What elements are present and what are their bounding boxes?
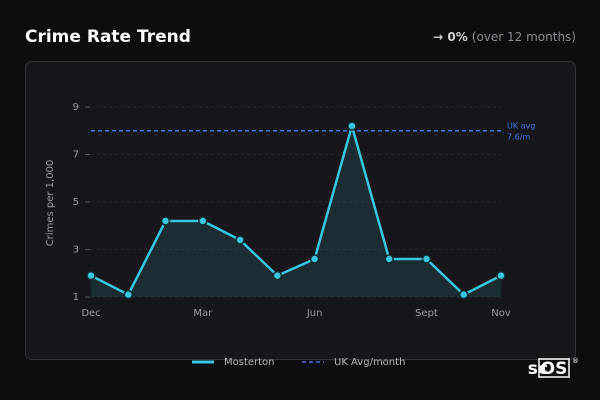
card [25,61,576,360]
y-tick-label: 7 [73,150,79,161]
point [347,121,357,131]
legend-label: UK Avg/month [334,357,405,368]
line [90,124,502,296]
point [235,235,245,245]
x-tick-label: Mar [193,308,213,319]
x-tick-label: Nov [491,308,511,319]
point [458,289,469,300]
reference-annotation: UK avg [507,121,535,130]
point [272,270,283,281]
x-tick-label: Dec [81,308,100,319]
x-tick-label: Jun [306,308,323,319]
y-axis-label: Crimes per 1,000 [45,160,56,247]
point [86,270,96,281]
y-tick-label: 9 [73,102,79,113]
brand-box [538,358,570,378]
y-tick-label: 3 [73,245,79,256]
brand-boxed: OS [541,359,568,379]
change: → 0% [433,30,468,44]
point [198,216,208,226]
brand-prefix: sc [528,359,548,379]
point [123,289,134,300]
period: (over 12 months) [472,30,576,44]
point [160,216,171,226]
reference-annotation: 7.6/m [507,132,530,141]
y-tick-label: 1 [73,292,79,303]
point [384,254,394,264]
legend-label: Mosterton [224,357,275,368]
title: Crime Rate Trend [25,27,191,47]
summary: → 0% (over 12 months) [433,30,576,44]
point [496,270,506,281]
point [421,254,432,264]
brand-mark: ® [572,357,579,365]
y-tick-label: 5 [73,197,79,208]
x-tick-label: Sept [415,308,438,319]
point [309,254,320,264]
area [91,126,501,297]
